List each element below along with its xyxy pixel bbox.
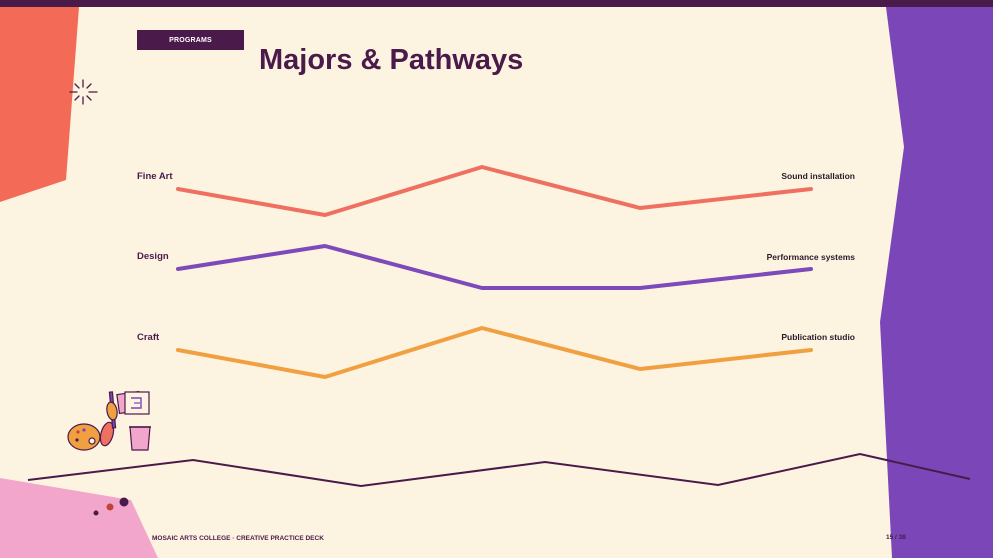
destination-label-performance-systems: Performance systems <box>766 252 855 262</box>
pink-corner-shape <box>0 478 158 558</box>
coral-corner-shape <box>0 7 79 202</box>
purple-side-shape <box>880 7 993 558</box>
section-badge: PROGRAMS <box>137 30 244 50</box>
page-number: 15 / 38 <box>886 534 906 541</box>
pathway-label-design: Design <box>137 251 169 262</box>
pathway-line-fine-art <box>176 165 813 217</box>
pathway-label-craft: Craft <box>137 332 160 343</box>
top-bar <box>0 0 993 7</box>
destination-label-publication-studio: Publication studio <box>781 332 855 342</box>
sparkle-icon <box>69 79 98 105</box>
dot-large <box>119 497 129 507</box>
art-supplies-icon <box>67 390 151 451</box>
pathway-label-fine-art: Fine Art <box>137 171 173 182</box>
dot-small <box>93 510 99 516</box>
pathway-line-craft <box>176 326 813 379</box>
footer-text: MOSAIC ARTS COLLEGE · CREATIVE PRACTICE … <box>152 535 324 542</box>
dot-medium <box>106 503 114 511</box>
destination-label-sound-installation: Sound installation <box>781 171 855 181</box>
slide-title: Majors & Pathways <box>259 44 524 76</box>
bottom-zigzag-line <box>27 452 971 488</box>
pathway-line-design <box>176 244 813 290</box>
